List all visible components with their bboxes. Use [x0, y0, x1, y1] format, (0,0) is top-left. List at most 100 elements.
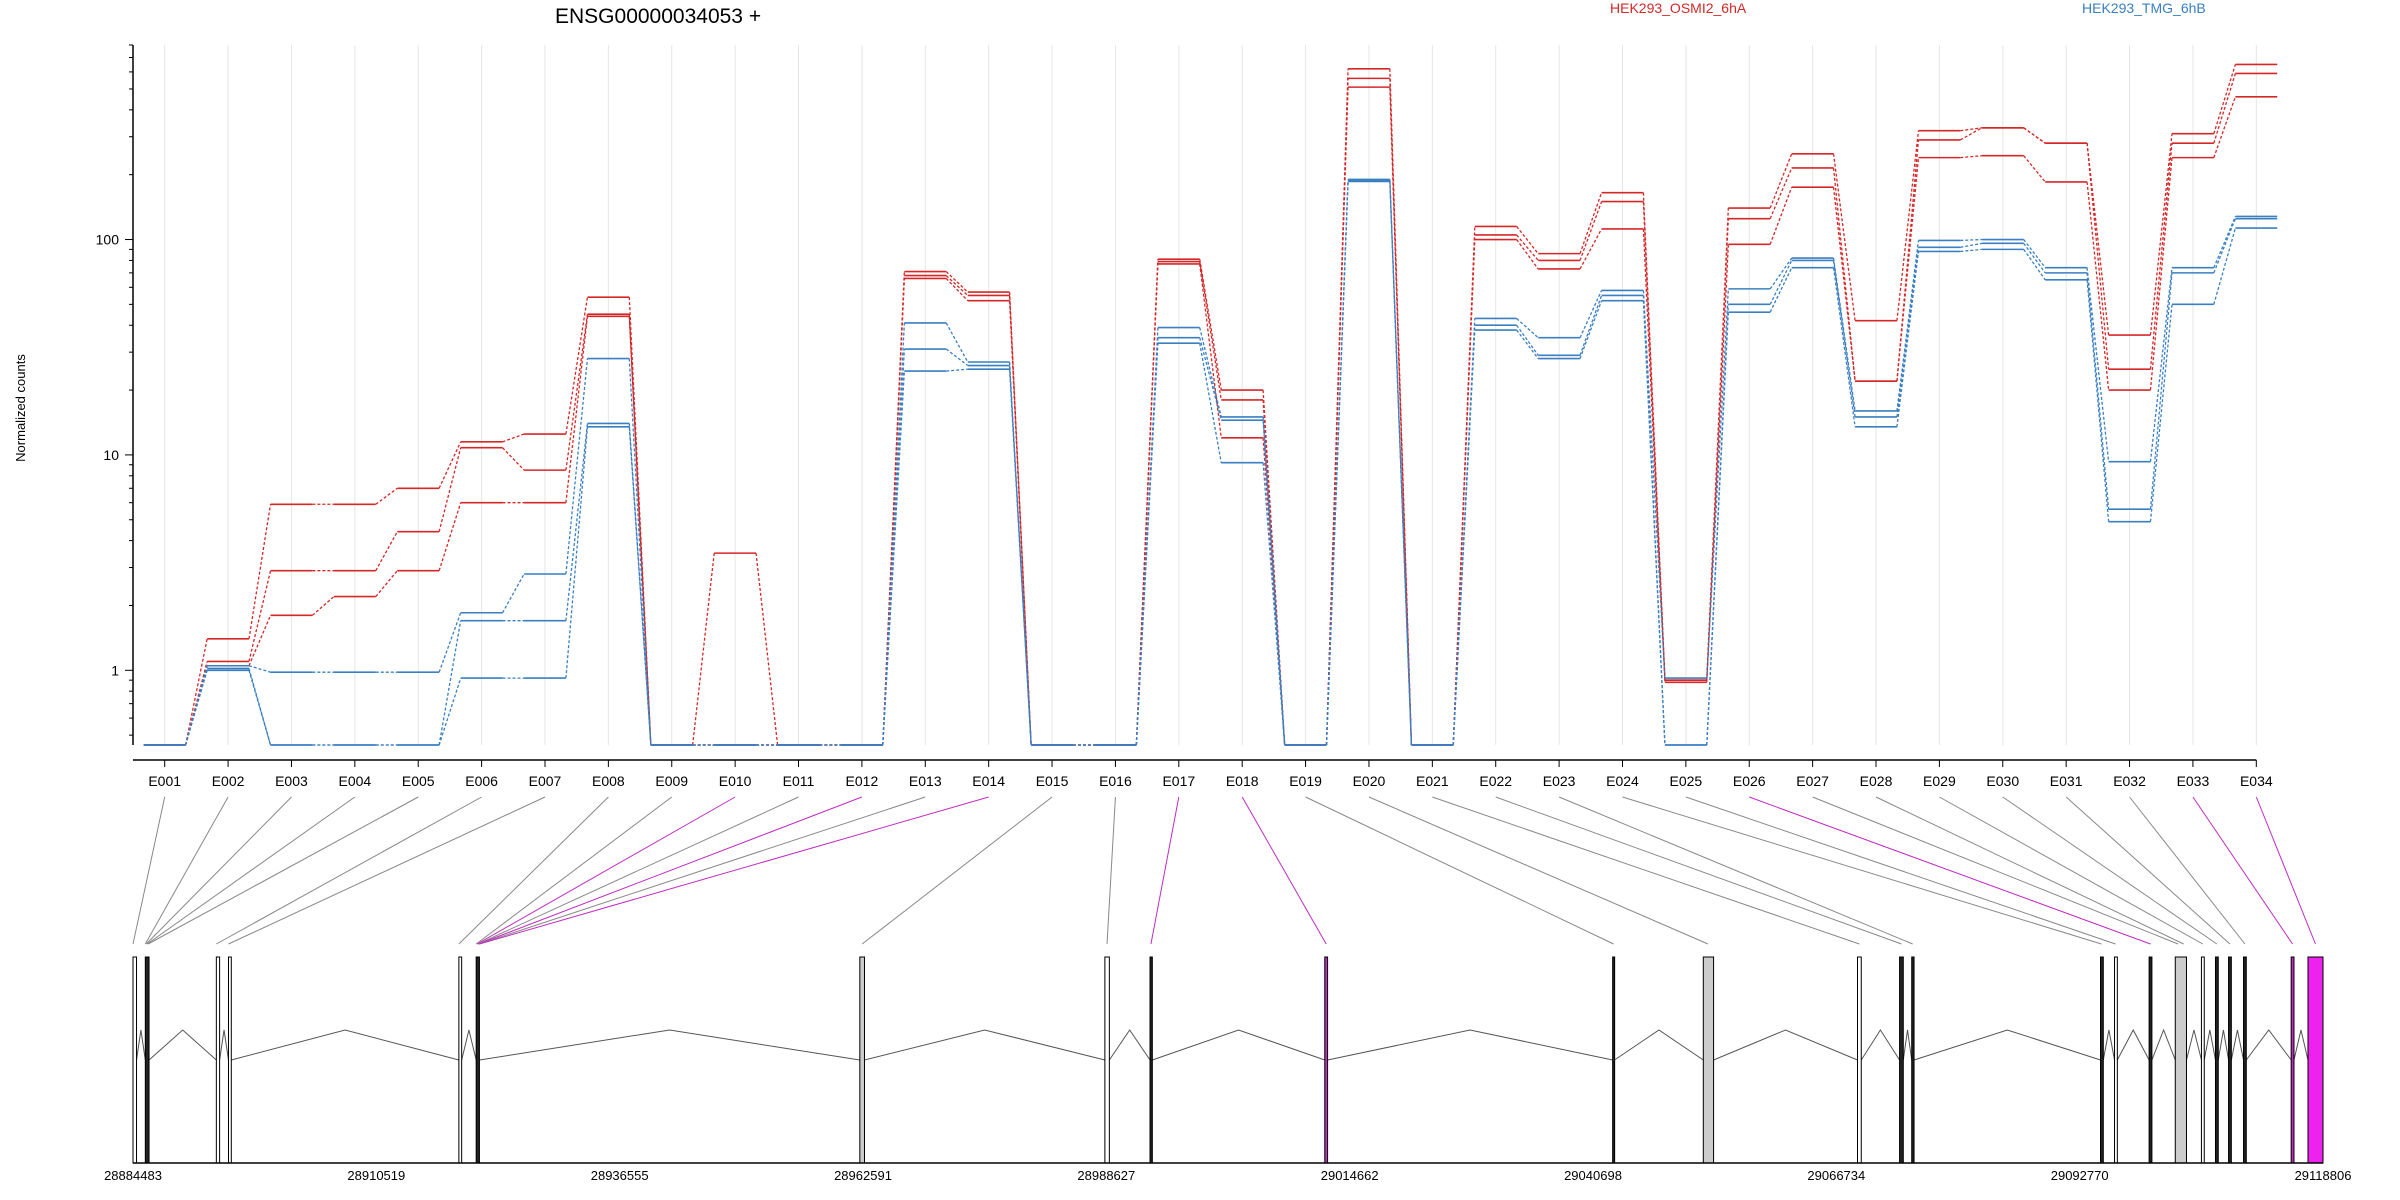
series-connector [1389, 181, 1413, 746]
exon-box [1702, 956, 1715, 1164]
series-connector [375, 487, 398, 505]
series-connector [1896, 130, 1920, 321]
series-connector [1832, 153, 1856, 321]
exon-box [2214, 956, 2219, 1164]
series-connector [1959, 127, 1983, 141]
series-connector [1199, 263, 1222, 438]
axes: 1 10 100 E001 E002 E003 E004 E005 E006 E007 E008 E0… [96, 44, 2273, 789]
series-connector [248, 615, 272, 666]
series-connector [1642, 295, 1666, 746]
legend-osmi2: HEK293_OSMI2_6hA [1610, 0, 1747, 16]
exon-box [1911, 956, 1915, 1164]
series-connector [248, 668, 272, 746]
series-connector [1389, 68, 1413, 746]
series-line [143, 72, 2278, 746]
series-connector [1960, 238, 1982, 242]
x-tick-label: E010 [719, 773, 752, 789]
series-connector [1832, 257, 1856, 412]
series-connector [1769, 257, 1793, 290]
x-tick-label: E013 [909, 773, 942, 789]
series-connector [1642, 228, 1666, 683]
series-connector [1769, 267, 1793, 313]
series-connector [1199, 343, 1222, 463]
series-connector [1706, 312, 1729, 746]
exon-box [458, 956, 463, 1164]
series-connector [755, 553, 779, 746]
bin-link-line [132, 796, 166, 945]
exon-box [1104, 956, 1110, 1164]
intron-line [148, 1029, 217, 1061]
bin-links [132, 796, 2316, 945]
series-connector [565, 297, 589, 435]
series-connector [565, 358, 589, 575]
series-connector [2086, 267, 2110, 462]
series-line [143, 86, 2278, 746]
x-tick-label: E020 [1353, 773, 1386, 789]
series-connector [1769, 260, 1793, 305]
x-tick-label: E002 [212, 773, 245, 789]
series-connector [1896, 240, 1920, 412]
series-connector [2023, 155, 2046, 183]
bin-link-line [1812, 796, 2179, 945]
series-connector [501, 573, 525, 614]
bin-link-line [1685, 796, 2116, 945]
x-tick-label: E028 [1860, 773, 1893, 789]
series-connector [1262, 462, 1286, 746]
series-connector [945, 348, 969, 367]
x-tick-label: E018 [1226, 773, 1259, 789]
bin-link-line [1622, 796, 2102, 945]
genomic-coordinate-label: 29040698 [1564, 1168, 1622, 1183]
intron-line [2102, 1029, 2116, 1061]
series-connector [882, 349, 906, 746]
series-connector [1199, 327, 1222, 418]
x-tick-label: E016 [1099, 773, 1132, 789]
exon-box [227, 956, 232, 1164]
intron-line [1614, 1029, 1704, 1061]
intron-line [2116, 1028, 2150, 1061]
bin-link-line [1241, 796, 1327, 945]
series-connector [2023, 248, 2046, 281]
bin-link-line [1749, 796, 2151, 945]
x-tick-label: E022 [1479, 773, 1512, 789]
x-tick-label: E029 [1923, 773, 1956, 789]
series-connector [248, 670, 272, 746]
series-connector [946, 368, 968, 372]
series-connector [628, 314, 652, 746]
series-connector [565, 316, 589, 503]
bin-link-line [476, 796, 736, 945]
series-connector [1452, 329, 1476, 746]
exon-box [1324, 956, 1329, 1164]
intron-line [1713, 1029, 1858, 1061]
series-connector [2086, 143, 2110, 370]
exon-box [132, 956, 138, 1164]
bin-link-line [228, 796, 546, 945]
series-connector [692, 553, 715, 746]
bin-link-line [1432, 796, 1860, 945]
genomic-coordinate-label: 29092770 [2051, 1168, 2109, 1183]
x-tick-label: E012 [846, 773, 879, 789]
intron-line [1913, 1029, 2101, 1061]
intron-line [2203, 1029, 2216, 1061]
genomic-coordinate-label: 29066734 [1807, 1168, 1865, 1183]
series-connector [1452, 239, 1476, 746]
series-connector [2213, 64, 2237, 134]
series-connector [438, 502, 462, 571]
series-connector [1960, 242, 1982, 248]
y-tick-label: 10 [103, 447, 119, 463]
bin-link-line [1558, 796, 1913, 945]
x-tick-label: E019 [1289, 773, 1322, 789]
intron-line [1108, 1029, 1151, 1061]
bin-link-line [2129, 796, 2246, 945]
series-connector [1769, 167, 1793, 219]
x-tick-label: E021 [1416, 773, 1449, 789]
series-connector [1642, 201, 1666, 681]
intron-line [2293, 1029, 2309, 1061]
genomic-coordinate-label: 29014662 [1321, 1168, 1379, 1183]
bin-link-line [146, 796, 356, 945]
intron-line [1327, 1029, 1613, 1061]
series-line [143, 180, 2278, 746]
series-connector [945, 275, 969, 296]
exon-box [2114, 956, 2118, 1164]
series-connector [248, 665, 271, 673]
series-connector [2086, 143, 2110, 336]
